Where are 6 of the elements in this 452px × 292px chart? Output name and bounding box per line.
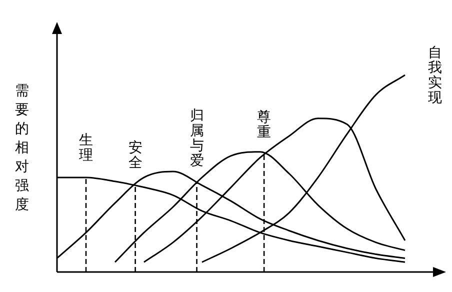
y-axis-title: 需要的相对强度 — [15, 83, 29, 213]
series-label: 自我实现 — [428, 45, 442, 106]
series-label: 尊重 — [257, 110, 272, 141]
series-label: 安全 — [128, 140, 142, 172]
series-label: 归属与爱 — [190, 108, 204, 169]
series-label: 生理 — [79, 132, 93, 164]
